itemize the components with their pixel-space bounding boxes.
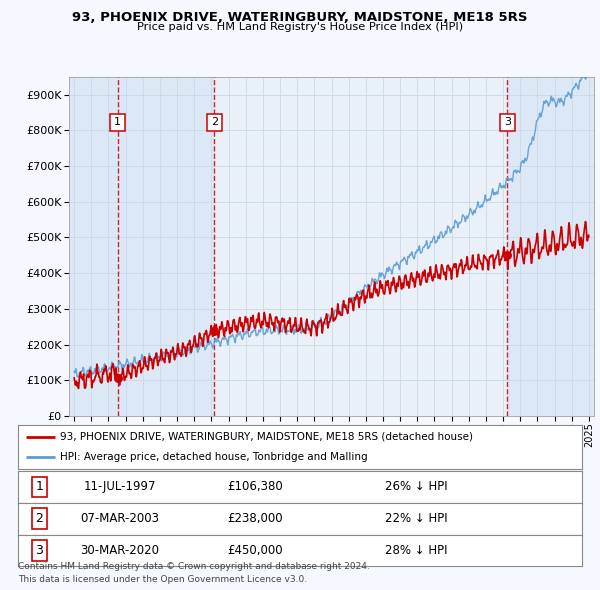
Text: 2: 2 bbox=[211, 117, 218, 127]
Bar bbox=[508, 77, 594, 416]
Text: £106,380: £106,380 bbox=[227, 480, 283, 493]
Text: This data is licensed under the Open Government Licence v3.0.: This data is licensed under the Open Gov… bbox=[18, 575, 307, 584]
Text: 22% ↓ HPI: 22% ↓ HPI bbox=[385, 512, 447, 525]
Text: £450,000: £450,000 bbox=[227, 544, 283, 557]
Text: 11-JUL-1997: 11-JUL-1997 bbox=[83, 480, 156, 493]
Text: 3: 3 bbox=[504, 117, 511, 127]
Text: 07-MAR-2003: 07-MAR-2003 bbox=[80, 512, 159, 525]
Text: 26% ↓ HPI: 26% ↓ HPI bbox=[385, 480, 447, 493]
Bar bbox=[118, 77, 214, 416]
Text: 1: 1 bbox=[35, 480, 43, 493]
Text: 30-MAR-2020: 30-MAR-2020 bbox=[80, 544, 159, 557]
Text: 2: 2 bbox=[35, 512, 43, 525]
Text: 28% ↓ HPI: 28% ↓ HPI bbox=[385, 544, 447, 557]
Text: £238,000: £238,000 bbox=[227, 512, 283, 525]
Bar bbox=[69, 77, 118, 416]
Text: Price paid vs. HM Land Registry's House Price Index (HPI): Price paid vs. HM Land Registry's House … bbox=[137, 22, 463, 32]
Text: Contains HM Land Registry data © Crown copyright and database right 2024.: Contains HM Land Registry data © Crown c… bbox=[18, 562, 370, 571]
Text: HPI: Average price, detached house, Tonbridge and Malling: HPI: Average price, detached house, Tonb… bbox=[60, 452, 368, 462]
Text: 3: 3 bbox=[35, 544, 43, 557]
Text: 93, PHOENIX DRIVE, WATERINGBURY, MAIDSTONE, ME18 5RS: 93, PHOENIX DRIVE, WATERINGBURY, MAIDSTO… bbox=[72, 11, 528, 24]
Text: 1: 1 bbox=[114, 117, 121, 127]
Text: 93, PHOENIX DRIVE, WATERINGBURY, MAIDSTONE, ME18 5RS (detached house): 93, PHOENIX DRIVE, WATERINGBURY, MAIDSTO… bbox=[60, 432, 473, 442]
